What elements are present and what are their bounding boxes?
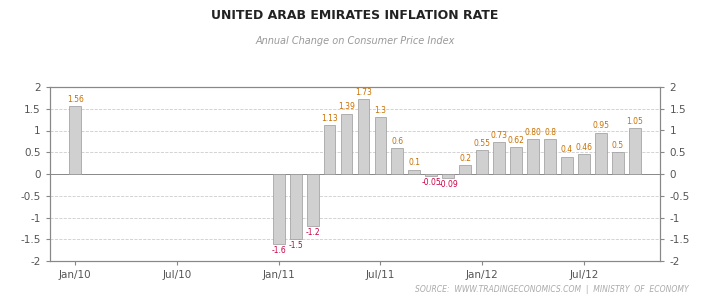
- Text: 0.62: 0.62: [508, 136, 525, 145]
- Text: UNITED ARAB EMIRATES INFLATION RATE: UNITED ARAB EMIRATES INFLATION RATE: [212, 9, 498, 22]
- Bar: [595, 133, 607, 174]
- Bar: [69, 106, 81, 174]
- Text: 0.1: 0.1: [408, 158, 420, 167]
- Text: 1.13: 1.13: [321, 114, 338, 123]
- Text: 1.56: 1.56: [67, 95, 84, 104]
- Text: 0.55: 0.55: [474, 139, 491, 148]
- Text: 1.05: 1.05: [626, 117, 643, 126]
- Text: -0.05: -0.05: [422, 178, 441, 187]
- Text: -1.6: -1.6: [271, 246, 286, 255]
- Bar: [358, 99, 369, 174]
- Bar: [578, 154, 590, 174]
- Text: Annual Change on Consumer Price Index: Annual Change on Consumer Price Index: [256, 36, 454, 46]
- Bar: [442, 174, 454, 178]
- Bar: [612, 152, 624, 174]
- Bar: [425, 174, 437, 176]
- Text: -1.5: -1.5: [288, 242, 303, 250]
- Text: 0.46: 0.46: [576, 143, 592, 152]
- Bar: [629, 128, 641, 174]
- Text: 1.39: 1.39: [338, 102, 355, 111]
- Bar: [374, 117, 386, 174]
- Text: 0.80: 0.80: [525, 128, 542, 137]
- Text: 0.95: 0.95: [592, 122, 609, 130]
- Bar: [324, 125, 336, 174]
- Bar: [510, 147, 522, 174]
- Text: 0.6: 0.6: [391, 137, 403, 146]
- Bar: [391, 148, 403, 174]
- Text: 0.4: 0.4: [561, 146, 573, 154]
- Bar: [459, 165, 471, 174]
- Bar: [544, 139, 556, 174]
- Text: 0.8: 0.8: [544, 128, 556, 137]
- Bar: [341, 113, 352, 174]
- Text: -1.2: -1.2: [305, 228, 320, 237]
- Text: 1.3: 1.3: [374, 106, 386, 115]
- Text: -0.09: -0.09: [438, 180, 458, 189]
- Bar: [476, 150, 488, 174]
- Bar: [527, 139, 539, 174]
- Bar: [493, 142, 505, 174]
- Bar: [561, 157, 573, 174]
- Text: 0.73: 0.73: [491, 131, 508, 140]
- Text: 0.5: 0.5: [612, 141, 624, 150]
- Text: 0.2: 0.2: [459, 154, 471, 163]
- Bar: [273, 174, 285, 244]
- Bar: [307, 174, 319, 226]
- Bar: [408, 169, 420, 174]
- Text: 1.73: 1.73: [355, 88, 372, 97]
- Bar: [290, 174, 302, 239]
- Text: SOURCE:  WWW.TRADINGECONOMICS.COM  |  MINISTRY  OF  ECONOMY: SOURCE: WWW.TRADINGECONOMICS.COM | MINIS…: [415, 285, 689, 294]
